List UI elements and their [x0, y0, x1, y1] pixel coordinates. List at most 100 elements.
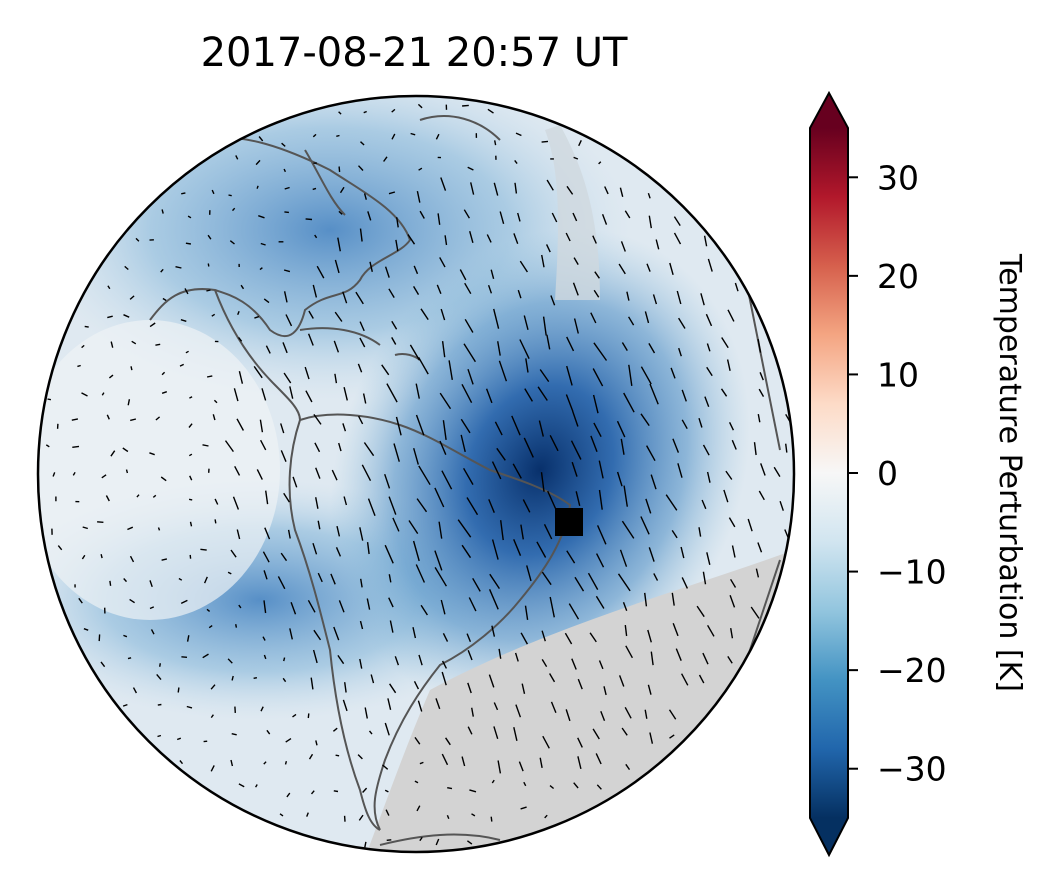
- wind-vector: [280, 552, 288, 562]
- wind-vector: [419, 836, 423, 842]
- wind-vector: [72, 445, 80, 448]
- wind-vector: [467, 368, 474, 385]
- wind-vector: [757, 413, 761, 423]
- colorbar-ticks: 30 20 10 0 −10 −20 −30: [848, 158, 947, 789]
- wind-vector: [459, 269, 467, 281]
- wind-vector: [725, 470, 733, 480]
- wind-vector: [413, 448, 419, 465]
- colorbar-tick-label: 0: [877, 454, 898, 493]
- wind-vector: [644, 592, 648, 607]
- wind-vector: [206, 289, 211, 292]
- wind-vector: [541, 571, 552, 586]
- wind-vector: [382, 764, 389, 770]
- wind-vector: [337, 655, 345, 665]
- wind-vector: [335, 754, 340, 757]
- wind-vector: [463, 209, 471, 219]
- wind-vector: [565, 394, 574, 412]
- wind-vector: [488, 499, 495, 513]
- wind-vector: [285, 738, 292, 743]
- wind-vector: [490, 269, 495, 279]
- wind-vector: [315, 497, 319, 509]
- wind-vector: [236, 529, 241, 540]
- wind-vector: [212, 414, 216, 421]
- wind-vector: [230, 549, 237, 558]
- wind-vector: [232, 496, 240, 510]
- wind-vector: [305, 390, 313, 403]
- wind-vector: [202, 653, 209, 659]
- wind-vector: [594, 271, 600, 279]
- wind-vector: [785, 443, 788, 453]
- wind-vector: [573, 318, 579, 334]
- wind-vector: [698, 527, 702, 537]
- wind-vector: [125, 469, 129, 474]
- wind-vector: [441, 660, 448, 669]
- wind-vector: [541, 630, 546, 642]
- wind-vector: [604, 186, 609, 195]
- wind-vector: [461, 383, 473, 404]
- wind-vector: [726, 359, 731, 371]
- wind-vector: [467, 726, 473, 735]
- wind-vector: [238, 336, 243, 342]
- wind-vector: [261, 388, 267, 401]
- wind-vector: [335, 547, 342, 557]
- wind-vector: [211, 189, 215, 195]
- wind-vector: [150, 629, 155, 635]
- wind-vector: [494, 140, 497, 146]
- wind-vector: [520, 632, 529, 645]
- wind-vector: [672, 438, 680, 453]
- wind-vector: [304, 366, 310, 380]
- colorbar-tick-label: 30: [877, 158, 919, 197]
- wind-vector: [678, 347, 682, 357]
- wind-vector: [357, 363, 363, 373]
- wind-vector: [277, 576, 286, 590]
- wind-vector: [625, 763, 631, 771]
- wind-vector: [160, 268, 164, 273]
- wind-vector: [779, 500, 784, 511]
- wind-vector: [388, 288, 395, 298]
- wind-vector: [678, 317, 686, 329]
- wind-vector: [729, 578, 737, 588]
- wind-vector: [231, 733, 237, 736]
- wind-vector: [521, 683, 526, 694]
- wind-vector: [592, 728, 600, 740]
- wind-vector: [306, 812, 309, 817]
- wind-vector: [595, 595, 605, 609]
- wind-vector: [185, 350, 189, 354]
- wind-vector: [262, 636, 266, 641]
- wind-vector: [747, 518, 753, 532]
- wind-vector: [129, 555, 135, 563]
- wind-vector: [305, 218, 313, 221]
- wind-vector: [395, 416, 402, 436]
- wind-vector: [626, 291, 630, 301]
- wind-vector: [565, 709, 571, 722]
- wind-vector: [52, 472, 56, 477]
- wind-vector: [438, 521, 443, 539]
- wind-vector: [391, 133, 396, 140]
- wind-vector: [366, 542, 370, 555]
- wind-vector: [71, 418, 79, 421]
- wind-vector: [105, 495, 110, 502]
- wind-vector: [649, 383, 659, 405]
- wind-vector: [698, 417, 703, 428]
- wind-vector: [624, 210, 631, 219]
- colorbar-tick-label: −10: [877, 553, 947, 592]
- wind-vector: [254, 784, 258, 788]
- wind-vector: [391, 108, 396, 113]
- wind-vector: [700, 293, 705, 306]
- wind-vector: [359, 321, 365, 332]
- wind-vector: [500, 520, 504, 541]
- wind-vector: [489, 573, 500, 589]
- wind-vector: [644, 311, 650, 324]
- wind-vector: [308, 310, 314, 319]
- wind-vector: [680, 546, 685, 559]
- wind-vector: [81, 392, 88, 397]
- wind-vector: [418, 167, 423, 171]
- wind-vector: [185, 242, 192, 245]
- wind-vector: [539, 757, 543, 769]
- wind-vector: [570, 440, 582, 460]
- wind-vector: [573, 257, 579, 265]
- wind-vector: [136, 494, 140, 498]
- wind-vector: [571, 658, 577, 670]
- wind-vector: [653, 573, 659, 581]
- wind-vector: [289, 628, 293, 640]
